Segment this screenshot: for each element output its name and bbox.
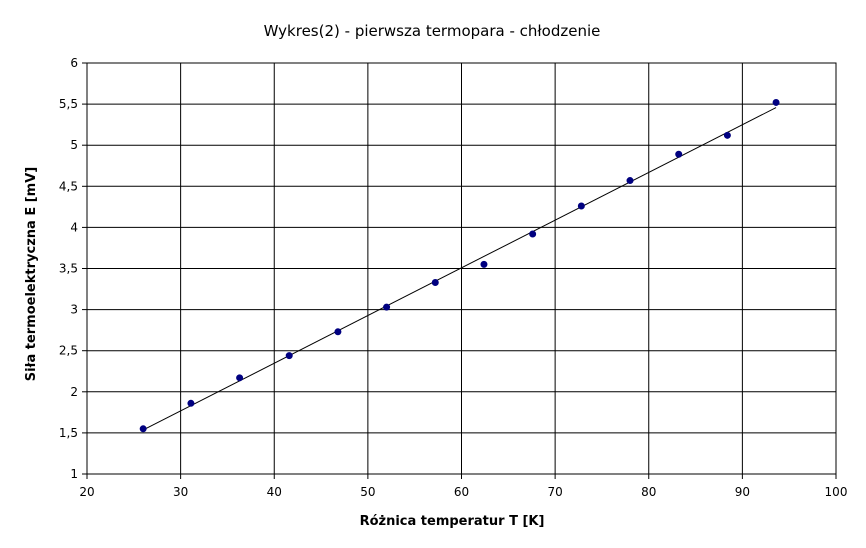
x-tick-label: 70 bbox=[547, 485, 562, 499]
data-point bbox=[675, 150, 683, 158]
plot-border bbox=[86, 62, 837, 475]
y-tick-label: 1,5 bbox=[59, 426, 78, 440]
y-tick-label: 5,5 bbox=[59, 97, 78, 111]
x-tick-label: 60 bbox=[454, 485, 469, 499]
chart-title: Wykres(2) - pierwsza termopara - chłodze… bbox=[264, 22, 601, 40]
y-tick-label: 3,5 bbox=[59, 262, 78, 276]
x-tick-label: 90 bbox=[735, 485, 750, 499]
y-axis-label: Siła termoelektryczna E [mV] bbox=[24, 167, 39, 381]
y-tick-label: 4,5 bbox=[59, 179, 78, 193]
data-point bbox=[334, 328, 342, 336]
data-point bbox=[236, 374, 244, 382]
data-point bbox=[577, 202, 585, 210]
data-point bbox=[529, 230, 537, 238]
y-axis-ticks: 1 1,5 2 2,5 3 3,5 4 4,5 5 5,5 6 bbox=[59, 56, 87, 481]
data-points bbox=[139, 98, 780, 433]
y-tick-label: 6 bbox=[70, 56, 78, 70]
x-axis-ticks: 20 30 40 50 60 70 80 90 100 bbox=[79, 474, 847, 499]
y-tick-label: 2,5 bbox=[59, 344, 78, 358]
y-tick-label: 2 bbox=[70, 385, 78, 399]
data-point bbox=[480, 260, 488, 268]
x-tick-label: 30 bbox=[173, 485, 188, 499]
data-point bbox=[772, 98, 780, 106]
data-point bbox=[285, 352, 293, 360]
y-tick-label: 4 bbox=[70, 220, 78, 234]
data-point bbox=[723, 131, 731, 139]
y-tick-label: 3 bbox=[70, 303, 78, 317]
x-tick-label: 80 bbox=[641, 485, 656, 499]
y-tick-label: 1 bbox=[70, 467, 78, 481]
data-point bbox=[626, 177, 634, 185]
data-point bbox=[431, 278, 439, 286]
data-point bbox=[139, 425, 147, 433]
x-axis-label: Różnica temperatur T [K] bbox=[360, 514, 545, 529]
y-tick-label: 5 bbox=[70, 138, 78, 152]
data-point bbox=[383, 303, 391, 311]
x-tick-label: 50 bbox=[360, 485, 375, 499]
trendline bbox=[142, 107, 777, 431]
x-tick-label: 20 bbox=[79, 485, 94, 499]
x-tick-label: 40 bbox=[267, 485, 282, 499]
data-point bbox=[187, 399, 195, 407]
x-tick-label: 100 bbox=[825, 485, 848, 499]
